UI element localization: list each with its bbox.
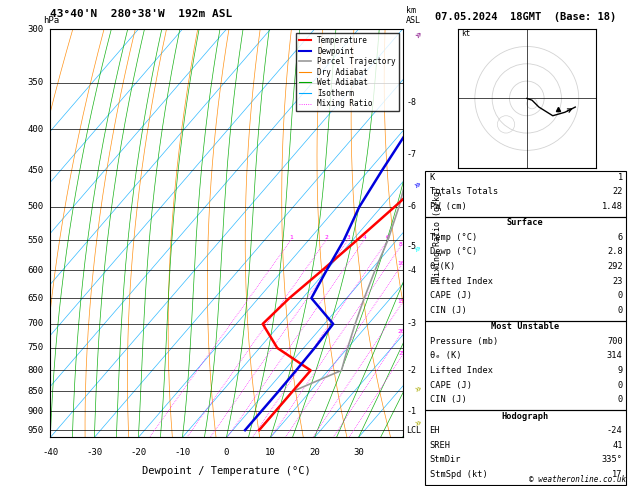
Text: 2: 2 — [325, 235, 328, 240]
Text: CIN (J): CIN (J) — [430, 395, 466, 404]
Text: 22: 22 — [612, 187, 623, 196]
Text: -40: -40 — [42, 448, 58, 457]
Text: CAPE (J): CAPE (J) — [430, 291, 472, 300]
Text: -4: -4 — [406, 266, 416, 275]
Text: 1: 1 — [618, 173, 623, 182]
Text: -6: -6 — [406, 202, 416, 211]
Text: CAPE (J): CAPE (J) — [430, 381, 472, 390]
Text: -5: -5 — [406, 242, 416, 251]
Text: -20: -20 — [130, 448, 147, 457]
Text: Totals Totals: Totals Totals — [430, 187, 498, 196]
Text: -7: -7 — [406, 150, 416, 159]
Text: 8: 8 — [398, 242, 402, 247]
Text: »: » — [413, 242, 424, 254]
Text: 1: 1 — [289, 235, 293, 240]
Text: 500: 500 — [27, 202, 43, 211]
Text: -2: -2 — [406, 366, 416, 375]
Text: -3: -3 — [406, 319, 416, 329]
Text: 0: 0 — [618, 291, 623, 300]
Text: StmSpd (kt): StmSpd (kt) — [430, 470, 487, 479]
Text: Hodograph: Hodograph — [501, 412, 549, 421]
Text: 23: 23 — [612, 277, 623, 286]
Text: θₑ(K): θₑ(K) — [430, 262, 456, 271]
Text: Surface: Surface — [507, 218, 543, 227]
Text: 750: 750 — [27, 344, 43, 352]
Text: 600: 600 — [27, 266, 43, 275]
Text: 0: 0 — [618, 306, 623, 315]
Text: 314: 314 — [607, 351, 623, 361]
Text: LCL: LCL — [406, 426, 421, 434]
Text: 335°: 335° — [602, 455, 623, 465]
Text: K: K — [430, 173, 435, 182]
Text: »: » — [413, 417, 423, 429]
Text: Lifted Index: Lifted Index — [430, 277, 493, 286]
Text: 43°40'N  280°38'W  192m ASL: 43°40'N 280°38'W 192m ASL — [50, 9, 233, 19]
Text: 07.05.2024  18GMT  (Base: 18): 07.05.2024 18GMT (Base: 18) — [435, 12, 616, 22]
Text: kt: kt — [461, 29, 470, 38]
Text: 800: 800 — [27, 366, 43, 375]
Text: Temp (°C): Temp (°C) — [430, 233, 477, 242]
Text: 0: 0 — [618, 395, 623, 404]
Text: 550: 550 — [27, 236, 43, 244]
Text: PW (cm): PW (cm) — [430, 202, 466, 211]
Text: 10: 10 — [398, 261, 404, 266]
Text: 300: 300 — [27, 25, 43, 34]
Text: 3: 3 — [346, 235, 350, 240]
Text: θₑ (K): θₑ (K) — [430, 351, 461, 361]
Text: Mixing Ratio (g/kg): Mixing Ratio (g/kg) — [433, 186, 442, 281]
Text: 700: 700 — [27, 319, 43, 329]
Text: Dewp (°C): Dewp (°C) — [430, 247, 477, 257]
Text: 6: 6 — [618, 233, 623, 242]
Text: 20: 20 — [398, 329, 405, 334]
Text: -30: -30 — [86, 448, 103, 457]
Text: 20: 20 — [309, 448, 320, 457]
Text: SREH: SREH — [430, 441, 450, 450]
Text: -8: -8 — [406, 98, 416, 106]
Text: Most Unstable: Most Unstable — [491, 322, 559, 331]
Text: Pressure (mb): Pressure (mb) — [430, 337, 498, 346]
Text: »: » — [413, 28, 424, 40]
Text: 650: 650 — [27, 294, 43, 303]
Text: -1: -1 — [406, 407, 416, 416]
Text: 41: 41 — [612, 441, 623, 450]
Text: 1.48: 1.48 — [602, 202, 623, 211]
Text: 350: 350 — [27, 78, 43, 87]
Text: 850: 850 — [27, 387, 43, 396]
Text: 292: 292 — [607, 262, 623, 271]
Text: 2.8: 2.8 — [607, 247, 623, 257]
Text: 0: 0 — [618, 381, 623, 390]
Text: 4: 4 — [362, 235, 366, 240]
Text: -24: -24 — [607, 426, 623, 435]
Text: 6: 6 — [386, 235, 389, 240]
Text: 900: 900 — [27, 407, 43, 416]
Text: 15: 15 — [398, 299, 405, 304]
Text: 10: 10 — [265, 448, 276, 457]
Text: 25: 25 — [398, 351, 406, 356]
Text: »: » — [413, 383, 423, 395]
Text: 450: 450 — [27, 166, 43, 174]
Text: hPa: hPa — [43, 16, 59, 25]
Text: 9: 9 — [618, 366, 623, 375]
Text: »: » — [413, 179, 424, 191]
Text: Lifted Index: Lifted Index — [430, 366, 493, 375]
Text: 700: 700 — [607, 337, 623, 346]
Text: CIN (J): CIN (J) — [430, 306, 466, 315]
Text: 17: 17 — [612, 470, 623, 479]
Text: km
ASL: km ASL — [406, 6, 421, 25]
Text: 950: 950 — [27, 426, 43, 434]
Text: EH: EH — [430, 426, 440, 435]
Text: -10: -10 — [174, 448, 191, 457]
Legend: Temperature, Dewpoint, Parcel Trajectory, Dry Adiabat, Wet Adiabat, Isotherm, Mi: Temperature, Dewpoint, Parcel Trajectory… — [296, 33, 399, 111]
Text: © weatheronline.co.uk: © weatheronline.co.uk — [529, 474, 626, 484]
Text: StmDir: StmDir — [430, 455, 461, 465]
Text: 0: 0 — [224, 448, 229, 457]
Text: 30: 30 — [353, 448, 364, 457]
Text: 400: 400 — [27, 125, 43, 134]
Text: Dewpoint / Temperature (°C): Dewpoint / Temperature (°C) — [142, 466, 311, 476]
